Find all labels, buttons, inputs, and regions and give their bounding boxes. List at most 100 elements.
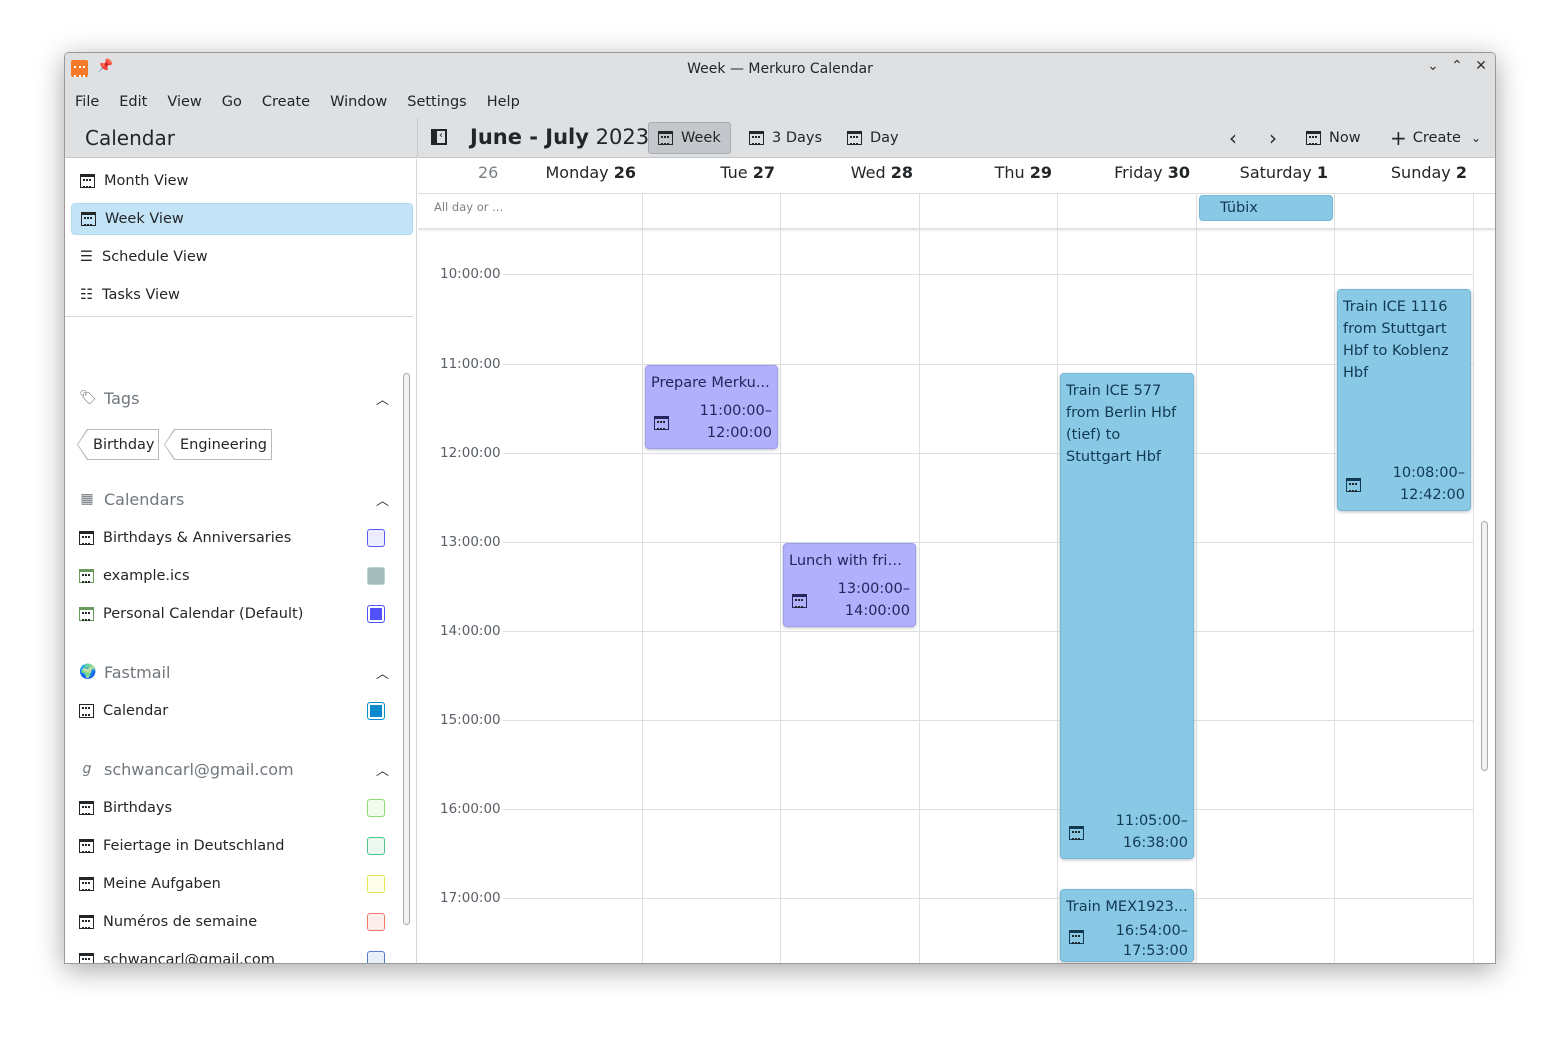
chevron-left-icon: ‹: [1229, 126, 1237, 150]
calendar-item[interactable]: Numéros de semaine: [79, 907, 385, 937]
calendar-item[interactable]: schwancarl@gmail.com: [79, 945, 385, 963]
calendar-color-checkbox[interactable]: [367, 799, 385, 817]
event-time: 10:08:00– 12:42:00: [1392, 465, 1465, 503]
tag-engineering[interactable]: Engineering: [164, 429, 272, 460]
calendar-color-checkbox[interactable]: [367, 567, 385, 585]
column-line: [1473, 194, 1474, 963]
calendar-color-checkbox[interactable]: [367, 951, 385, 963]
day-header-saturday[interactable]: Saturday 1: [1240, 163, 1328, 182]
calendars-section-header[interactable]: ▦ Calendars ︿: [79, 484, 389, 514]
close-button[interactable]: ✕: [1475, 58, 1487, 74]
chevron-right-icon: ›: [1269, 126, 1277, 150]
calendar-item[interactable]: example.ics: [79, 561, 385, 591]
tag-birthday[interactable]: Birthday: [77, 429, 159, 460]
calendar-color-checkbox[interactable]: [367, 605, 385, 623]
create-button[interactable]: + Create ⌄: [1381, 122, 1490, 154]
section-title: Tags: [104, 388, 140, 408]
maximize-button[interactable]: ⌃: [1451, 58, 1463, 74]
day-number: 27: [752, 163, 775, 182]
calendar-item[interactable]: Calendar: [79, 696, 385, 726]
day-name: Saturday: [1239, 163, 1312, 182]
section-title: schwancarl@gmail.com: [104, 759, 294, 779]
section-title: Calendars: [104, 489, 185, 509]
sidebar-item-week-view[interactable]: Week View: [71, 203, 413, 235]
calendar-color-checkbox[interactable]: [367, 913, 385, 931]
day-name: Thu: [994, 163, 1025, 182]
chevron-up-icon[interactable]: ︿: [375, 493, 389, 509]
calendar-file-icon: [79, 607, 94, 621]
next-button[interactable]: ›: [1260, 122, 1286, 154]
time-label: 17:00:00: [440, 890, 501, 906]
tags-section-header[interactable]: 🏷 Tags ︿: [79, 383, 389, 413]
calendar-week-icon: [81, 212, 96, 226]
column-line: [1334, 194, 1335, 963]
chevron-up-icon[interactable]: ︿: [375, 666, 389, 682]
time-label: 14:00:00: [440, 623, 501, 639]
day-header-thursday[interactable]: Thu 29: [995, 163, 1052, 182]
all-day-label: All day or ...: [434, 200, 504, 214]
calendar-item[interactable]: Personal Calendar (Default): [79, 599, 385, 629]
now-button[interactable]: Now: [1297, 122, 1370, 154]
globe-icon: 🌍: [79, 664, 97, 680]
now-label: Now: [1329, 130, 1361, 146]
menu-go[interactable]: Go: [221, 93, 242, 110]
minimize-button[interactable]: ⌄: [1427, 58, 1439, 74]
main-scrollbar[interactable]: [1481, 521, 1488, 771]
event-card[interactable]: Prepare Merku... 11:00:00– 12:00:00: [645, 365, 778, 449]
chevron-up-icon[interactable]: ︿: [375, 392, 389, 408]
event-title: Prepare Merku...: [651, 375, 770, 391]
event-title: Train ICE 1116 from Stuttgart Hbf to Kob…: [1343, 299, 1449, 381]
collapse-sidebar-icon[interactable]: ‹: [431, 129, 447, 145]
menu-window[interactable]: Window: [330, 93, 388, 110]
calendar-item[interactable]: Birthdays & Anniversaries: [79, 523, 385, 553]
calendar-color-checkbox[interactable]: [367, 837, 385, 855]
menu-edit[interactable]: Edit: [119, 93, 148, 110]
event-card[interactable]: Train ICE 1116 from Stuttgart Hbf to Kob…: [1337, 289, 1471, 511]
day-header-wednesday[interactable]: Wed 28: [851, 163, 913, 182]
calendar-item[interactable]: Feiertage in Deutschland: [79, 831, 385, 861]
calendar-icon: [79, 839, 94, 853]
gmail-section-header[interactable]: g schwancarl@gmail.com ︿: [79, 754, 389, 784]
event-card[interactable]: Lunch with frie... 13:00:00– 14:00:00: [783, 543, 916, 627]
folder-icon: [79, 704, 94, 718]
sidebar-title: Calendar: [85, 126, 175, 150]
day-button[interactable]: Day: [838, 122, 908, 154]
sidebar: Month View Week View ☰ Schedule View ☷ Tas…: [65, 159, 417, 963]
date-range-title: June - July 2023: [470, 125, 649, 149]
sidebar-item-tasks-view[interactable]: ☷ Tasks View: [71, 279, 413, 311]
event-card[interactable]: Train ICE 577 from Berlin Hbf (tief) to …: [1060, 373, 1194, 859]
sidebar-item-schedule-view[interactable]: ☰ Schedule View: [71, 241, 413, 273]
menu-bar: File Edit View Go Create Window Settings…: [65, 85, 1495, 118]
calendar-color-checkbox[interactable]: [367, 702, 385, 720]
week-button[interactable]: Week: [648, 122, 731, 154]
divider: [65, 316, 413, 317]
all-day-event[interactable]: Tübix: [1199, 195, 1333, 221]
day-header-sunday[interactable]: Sunday 2: [1391, 163, 1467, 182]
time-label: 13:00:00: [440, 534, 501, 550]
event-card[interactable]: Train MEX1923... 16:54:00– 17:53:00: [1060, 889, 1194, 962]
three-days-button[interactable]: 3 Days: [740, 122, 831, 154]
menu-settings[interactable]: Settings: [407, 93, 467, 110]
hour-line: [503, 809, 1473, 810]
day-header-tuesday[interactable]: Tue 27: [720, 163, 775, 182]
day-header-friday[interactable]: Friday 30: [1114, 163, 1190, 182]
day-name: Sunday: [1390, 163, 1451, 182]
calendar-item[interactable]: Meine Aufgaben: [79, 869, 385, 899]
calendar-item[interactable]: Birthdays: [79, 793, 385, 823]
hour-line: [503, 542, 1473, 543]
day-header-monday[interactable]: Monday 26: [545, 163, 636, 182]
menu-create[interactable]: Create: [261, 93, 311, 110]
previous-button[interactable]: ‹: [1220, 122, 1246, 154]
chevron-up-icon[interactable]: ︿: [375, 763, 389, 779]
menu-file[interactable]: File: [75, 93, 100, 110]
menu-help[interactable]: Help: [486, 93, 520, 110]
sidebar-scrollbar[interactable]: [403, 373, 410, 925]
pin-icon[interactable]: 📌: [97, 59, 114, 74]
day-name: Monday: [545, 163, 609, 182]
menu-view[interactable]: View: [167, 93, 202, 110]
calendar-color-checkbox[interactable]: [367, 875, 385, 893]
chevron-down-icon[interactable]: ⌄: [1470, 131, 1482, 145]
calendar-color-checkbox[interactable]: [367, 529, 385, 547]
sidebar-item-month-view[interactable]: Month View: [71, 165, 413, 197]
fastmail-section-header[interactable]: 🌍 Fastmail ︿: [79, 657, 389, 687]
